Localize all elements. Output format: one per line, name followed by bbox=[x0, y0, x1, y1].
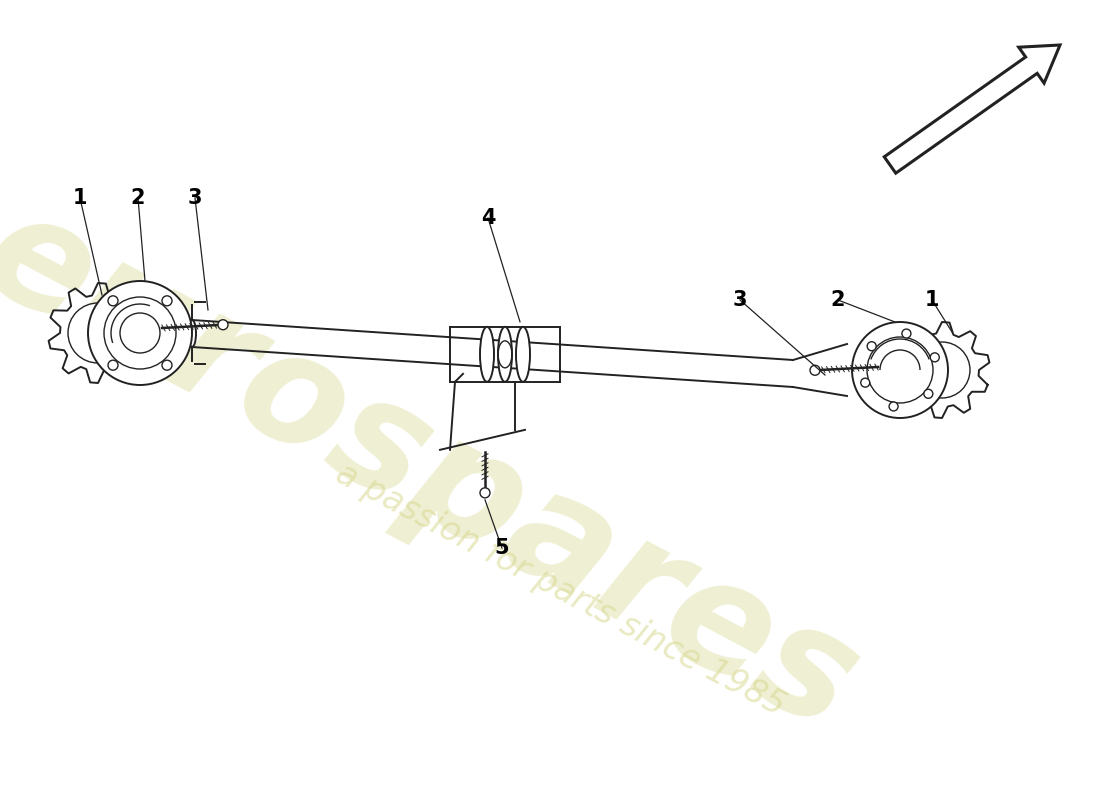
Text: 5: 5 bbox=[495, 538, 509, 558]
Text: eurospares: eurospares bbox=[0, 178, 881, 762]
Circle shape bbox=[104, 297, 176, 369]
Circle shape bbox=[852, 322, 948, 418]
Circle shape bbox=[88, 281, 192, 385]
Circle shape bbox=[867, 337, 933, 403]
Circle shape bbox=[162, 360, 172, 370]
Circle shape bbox=[931, 353, 939, 362]
Circle shape bbox=[810, 366, 820, 375]
Polygon shape bbox=[884, 45, 1060, 173]
Text: 1: 1 bbox=[73, 188, 87, 208]
Circle shape bbox=[218, 320, 228, 330]
Text: 2: 2 bbox=[830, 290, 845, 310]
Circle shape bbox=[860, 378, 870, 387]
Ellipse shape bbox=[480, 327, 494, 382]
Circle shape bbox=[889, 402, 898, 411]
Circle shape bbox=[108, 360, 118, 370]
Text: 3: 3 bbox=[733, 290, 747, 310]
Circle shape bbox=[867, 342, 877, 350]
Circle shape bbox=[914, 342, 970, 398]
Ellipse shape bbox=[498, 327, 512, 382]
Text: 4: 4 bbox=[481, 208, 495, 228]
Circle shape bbox=[902, 329, 911, 338]
Circle shape bbox=[162, 296, 172, 306]
Ellipse shape bbox=[188, 320, 196, 347]
Text: 2: 2 bbox=[131, 188, 145, 208]
Circle shape bbox=[68, 303, 128, 363]
Circle shape bbox=[120, 313, 160, 353]
Circle shape bbox=[480, 488, 490, 498]
Circle shape bbox=[924, 390, 933, 398]
Ellipse shape bbox=[516, 327, 530, 382]
Circle shape bbox=[108, 296, 118, 306]
Text: 1: 1 bbox=[925, 290, 939, 310]
Text: 3: 3 bbox=[188, 188, 202, 208]
Text: a passion for parts since 1985: a passion for parts since 1985 bbox=[330, 457, 790, 723]
